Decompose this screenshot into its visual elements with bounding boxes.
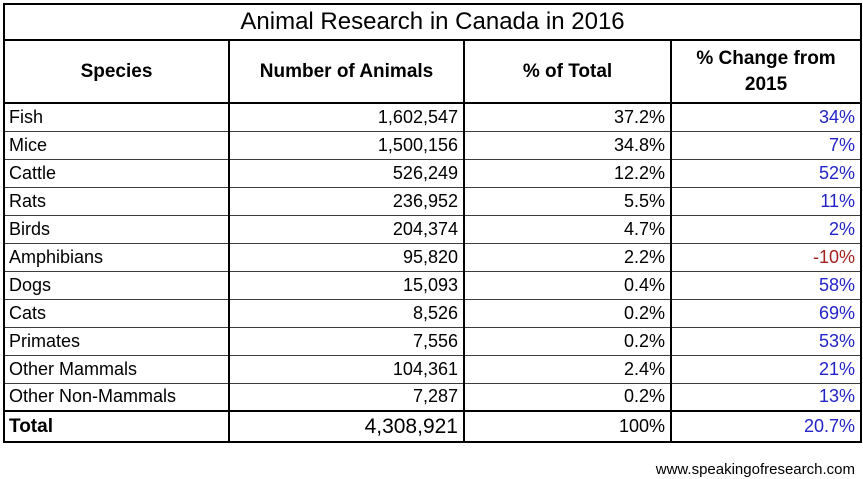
table-row-other-non-mammals: Other Non-Mammals 7,287 0.2% 13%: [4, 383, 862, 412]
header-number-of-animals: Number of Animals: [228, 40, 464, 104]
cell-pct-change: 11%: [669, 187, 862, 216]
cell-species: Dogs: [4, 271, 229, 300]
cell-pct-total: 34.8%: [463, 131, 671, 160]
cell-pct-change: 53%: [669, 327, 862, 356]
cell-total-pct-change: 20.7%: [669, 410, 862, 442]
cell-species: Birds: [4, 215, 229, 244]
cell-species: Cattle: [4, 159, 229, 188]
table-row-fish: Fish 1,602,547 37.2% 34%: [4, 103, 862, 132]
table-row-amphibians: Amphibians 95,820 2.2% -10%: [4, 243, 862, 272]
cell-pct-change: 52%: [669, 159, 862, 188]
cell-pct-total: 0.2%: [463, 327, 671, 356]
cell-number: 1,602,547: [228, 103, 464, 132]
cell-pct-total: 37.2%: [463, 103, 671, 132]
cell-species: Rats: [4, 187, 229, 216]
page: Animal Research in Canada in 2016 Specie…: [0, 3, 863, 479]
cell-species: Other Non-Mammals: [4, 383, 229, 412]
cell-total-pct: 100%: [463, 410, 671, 442]
animal-research-table: Animal Research in Canada in 2016 Specie…: [3, 3, 863, 443]
cell-pct-total: 5.5%: [463, 187, 671, 216]
cell-number: 95,820: [228, 243, 464, 272]
page-title: Animal Research in Canada in 2016: [4, 4, 862, 41]
cell-pct-change: 69%: [669, 299, 862, 328]
table-row-total: Total 4,308,921 100% 20.7%: [4, 410, 862, 442]
source-link: www.speakingofresearch.com: [655, 461, 855, 478]
cell-species: Amphibians: [4, 243, 229, 272]
cell-pct-total: 0.4%: [463, 271, 671, 300]
table-row-other-mammals: Other Mammals 104,361 2.4% 21%: [4, 355, 862, 384]
table-row-mice: Mice 1,500,156 34.8% 7%: [4, 131, 862, 160]
cell-number: 8,526: [228, 299, 464, 328]
cell-number: 15,093: [228, 271, 464, 300]
table-row-rats: Rats 236,952 5.5% 11%: [4, 187, 862, 216]
cell-number: 7,556: [228, 327, 464, 356]
table-row-cats: Cats 8,526 0.2% 69%: [4, 299, 862, 328]
cell-pct-total: 12.2%: [463, 159, 671, 188]
table-row-dogs: Dogs 15,093 0.4% 58%: [4, 271, 862, 300]
cell-pct-total: 0.2%: [463, 299, 671, 328]
cell-pct-change: 2%: [669, 215, 862, 244]
cell-pct-change: 13%: [669, 383, 862, 412]
header-pct-change-2015: % Change from 2015: [669, 40, 862, 104]
cell-pct-change: 7%: [669, 131, 862, 160]
cell-pct-total: 4.7%: [463, 215, 671, 244]
cell-number: 204,374: [228, 215, 464, 244]
cell-species: Mice: [4, 131, 229, 160]
cell-number: 104,361: [228, 355, 464, 384]
cell-species: Other Mammals: [4, 355, 229, 384]
header-row: Species Number of Animals % of Total % C…: [4, 40, 862, 104]
cell-total-number: 4,308,921: [228, 410, 464, 442]
table-row-cattle: Cattle 526,249 12.2% 52%: [4, 159, 862, 188]
table-row-primates: Primates 7,556 0.2% 53%: [4, 327, 862, 356]
cell-pct-total: 2.4%: [463, 355, 671, 384]
cell-pct-total: 2.2%: [463, 243, 671, 272]
cell-pct-change: 34%: [669, 103, 862, 132]
cell-pct-change: 21%: [669, 355, 862, 384]
cell-species: Fish: [4, 103, 229, 132]
cell-number: 236,952: [228, 187, 464, 216]
cell-number: 7,287: [228, 383, 464, 412]
cell-pct-total: 0.2%: [463, 383, 671, 412]
header-species: Species: [4, 40, 229, 104]
title-row: Animal Research in Canada in 2016: [4, 4, 862, 41]
table-row-birds: Birds 204,374 4.7% 2%: [4, 215, 862, 244]
cell-species: Primates: [4, 327, 229, 356]
cell-species: Cats: [4, 299, 229, 328]
cell-number: 1,500,156: [228, 131, 464, 160]
cell-number: 526,249: [228, 159, 464, 188]
cell-pct-change: -10%: [669, 243, 862, 272]
header-pct-of-total: % of Total: [463, 40, 671, 104]
cell-pct-change: 58%: [669, 271, 862, 300]
cell-total-label: Total: [4, 410, 229, 442]
